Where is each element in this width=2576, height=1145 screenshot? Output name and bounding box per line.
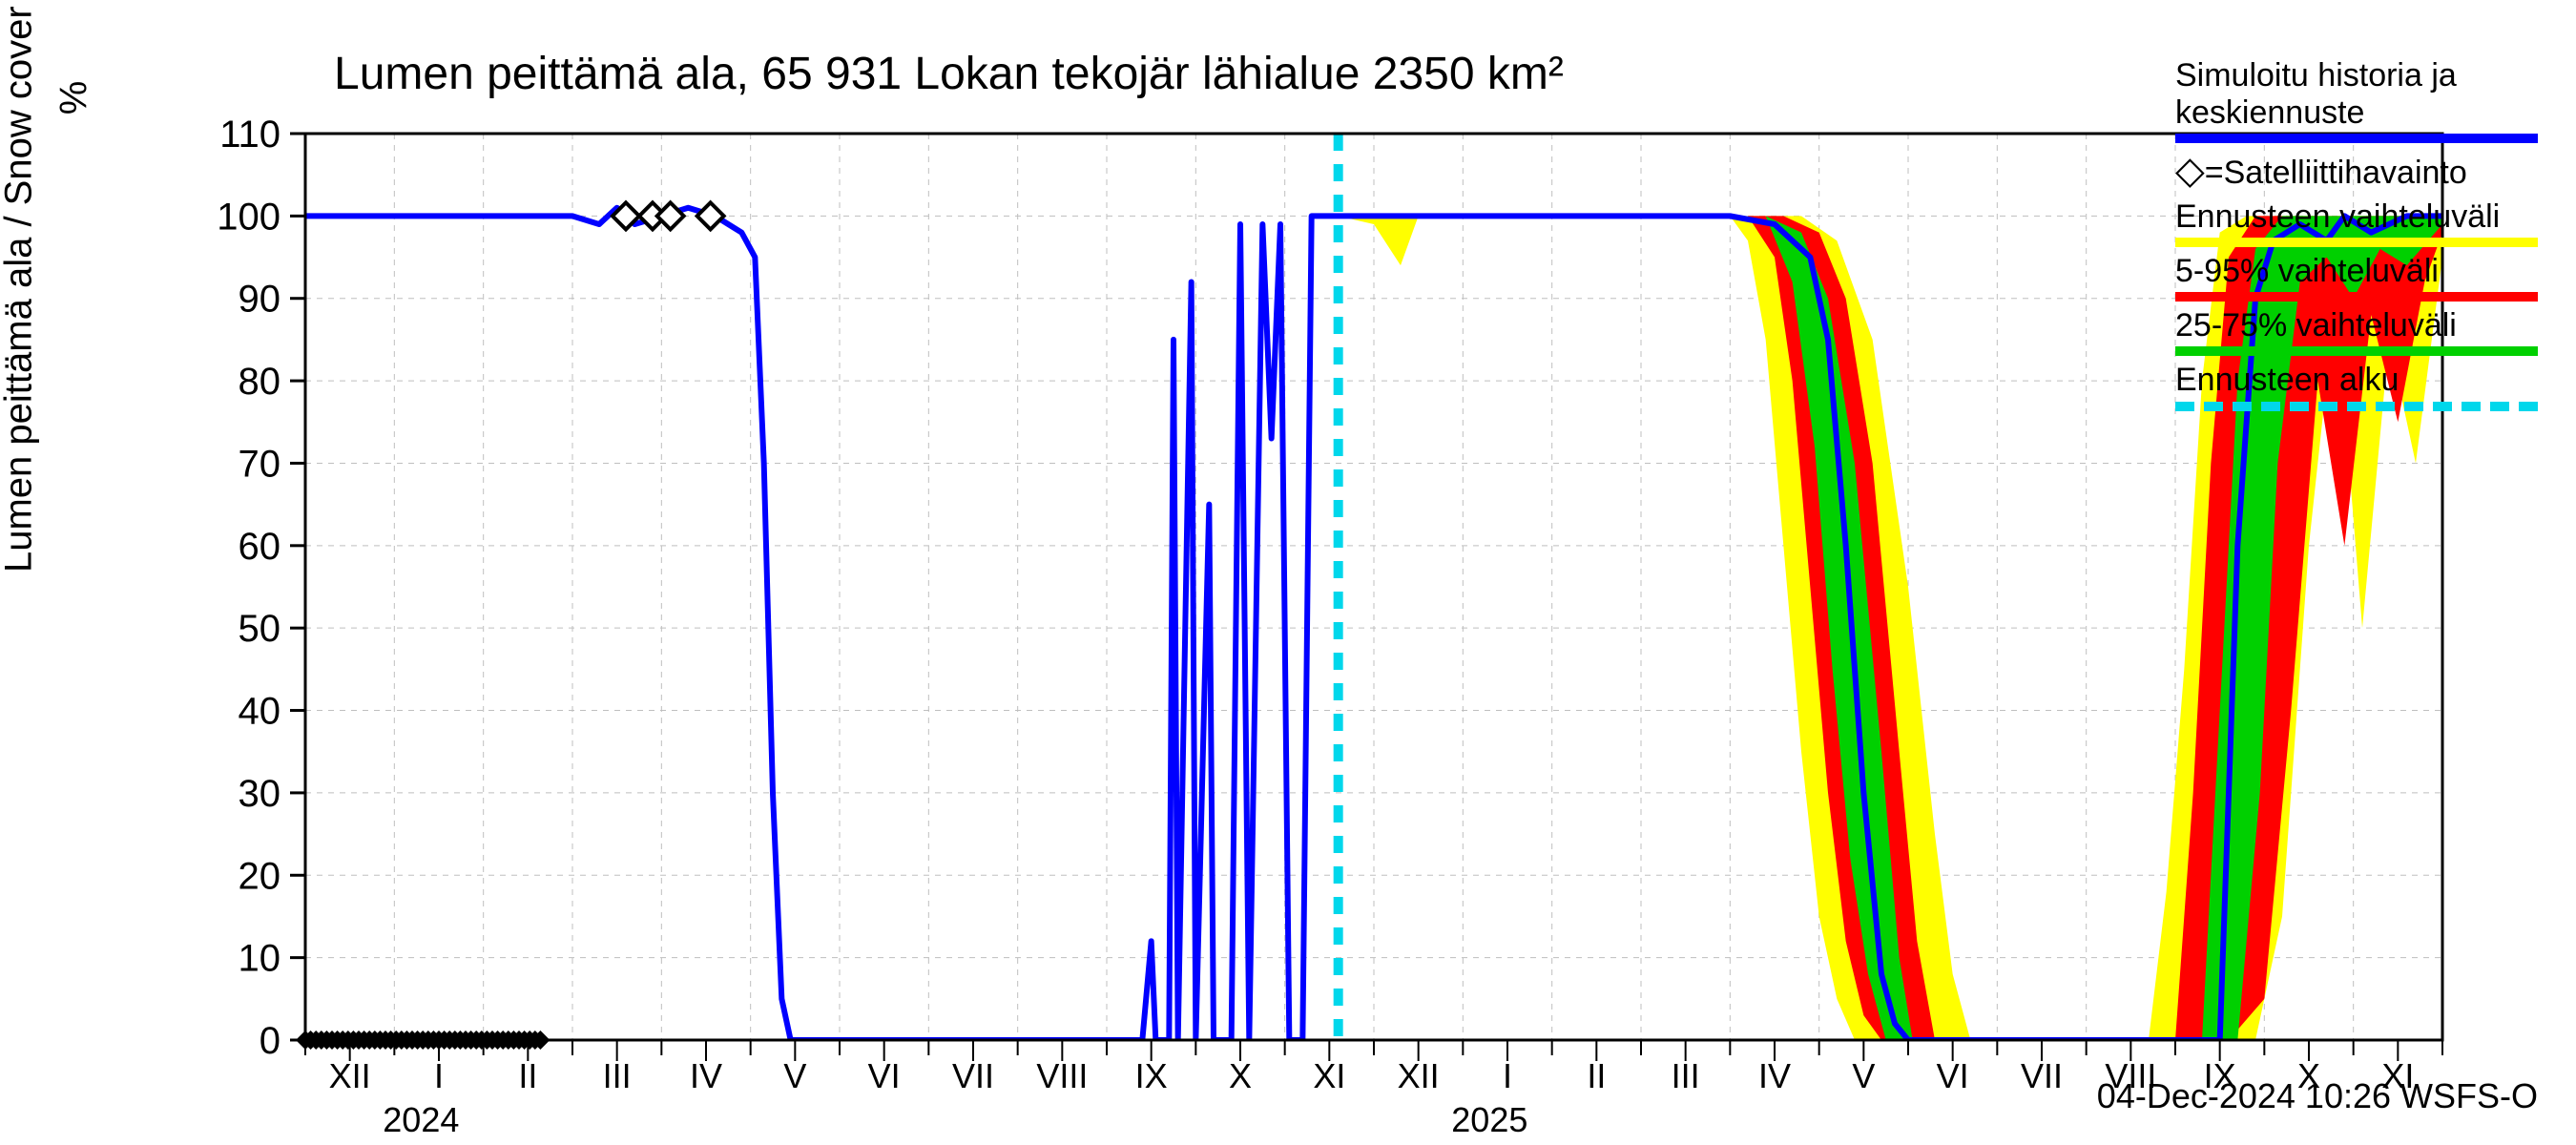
satellite-marker [697, 202, 724, 229]
legend-swatch [2175, 292, 2538, 302]
x-tick-label: XII [329, 1056, 371, 1095]
legend-swatch [2175, 402, 2538, 411]
x-tick-label: VI [1937, 1056, 1969, 1095]
chart-title: Lumen peittämä ala, 65 931 Lokan tekojär… [334, 48, 1564, 100]
legend-label: Ennusteen alku [2175, 362, 2538, 399]
x-tick-label: V [1852, 1056, 1875, 1095]
legend-swatch [2175, 346, 2538, 356]
y-tick-label: 30 [239, 773, 281, 815]
legend-label: Simuloitu historia ja keskiennuste [2175, 57, 2538, 132]
y-tick-label: 10 [239, 938, 281, 980]
y-axis-label: Lumen peittämä ala / Snow cover area [0, 0, 41, 572]
x-tick-label: X [1229, 1056, 1252, 1095]
x-tick-label: I [434, 1056, 444, 1095]
y-tick-label: 70 [239, 443, 281, 485]
y-tick-label: 100 [217, 196, 280, 238]
diamond-icon: ◇ [2175, 150, 2205, 192]
x-tick-label: IX [1135, 1056, 1168, 1095]
legend-label: =Satelliittihavainto [2205, 155, 2467, 191]
y-tick-label: 20 [239, 855, 281, 897]
chart-container: Lumen peittämä ala, 65 931 Lokan tekojär… [0, 0, 2576, 1145]
y-tick-label: 80 [239, 361, 281, 403]
x-tick-label: VIII [1036, 1056, 1088, 1095]
legend-label: 5-95% vaihteluväli [2175, 253, 2538, 290]
legend-label: 25-75% vaihteluväli [2175, 307, 2538, 344]
y-tick-label: 50 [239, 608, 281, 650]
legend-item: 5-95% vaihteluväli [2175, 253, 2538, 302]
x-tick-label: IV [1758, 1056, 1791, 1095]
legend-item: Simuloitu historia ja keskiennuste [2175, 57, 2538, 143]
legend-item: Ennusteen vaihteluväli [2175, 198, 2538, 247]
year-label: 2025 [1451, 1100, 1527, 1139]
legend-label: Ennusteen vaihteluväli [2175, 198, 2538, 236]
x-tick-label: I [1503, 1056, 1512, 1095]
y-unit-label: % [52, 81, 95, 115]
y-tick-label: 0 [260, 1020, 280, 1062]
x-tick-label: III [603, 1056, 632, 1095]
x-tick-label: V [783, 1056, 806, 1095]
x-tick-label: XII [1398, 1056, 1440, 1095]
y-tick-label: 40 [239, 691, 281, 733]
x-tick-label: IV [690, 1056, 722, 1095]
legend-item: ◇=Satelliittihavainto [2175, 149, 2538, 193]
legend-item: Ennusteen alku [2175, 362, 2538, 410]
legend-item: 25-75% vaihteluväli [2175, 307, 2538, 356]
x-tick-label: II [518, 1056, 537, 1095]
legend-swatch [2175, 134, 2538, 143]
legend-swatch [2175, 238, 2538, 247]
footer-timestamp: 04-Dec-2024 10:26 WSFS-O [2097, 1076, 2538, 1116]
x-tick-label: III [1672, 1056, 1700, 1095]
x-tick-label: VI [868, 1056, 901, 1095]
legend: Simuloitu historia ja keskiennuste ◇=Sate… [2175, 57, 2538, 417]
x-tick-label: VII [2021, 1056, 2063, 1095]
y-tick-label: 60 [239, 526, 281, 568]
x-tick-label: VII [952, 1056, 994, 1095]
y-tick-label: 110 [219, 114, 280, 156]
year-label: 2024 [383, 1100, 459, 1139]
x-tick-label: II [1587, 1056, 1606, 1095]
y-tick-label: 90 [239, 279, 281, 321]
x-tick-label: XI [1313, 1056, 1345, 1095]
